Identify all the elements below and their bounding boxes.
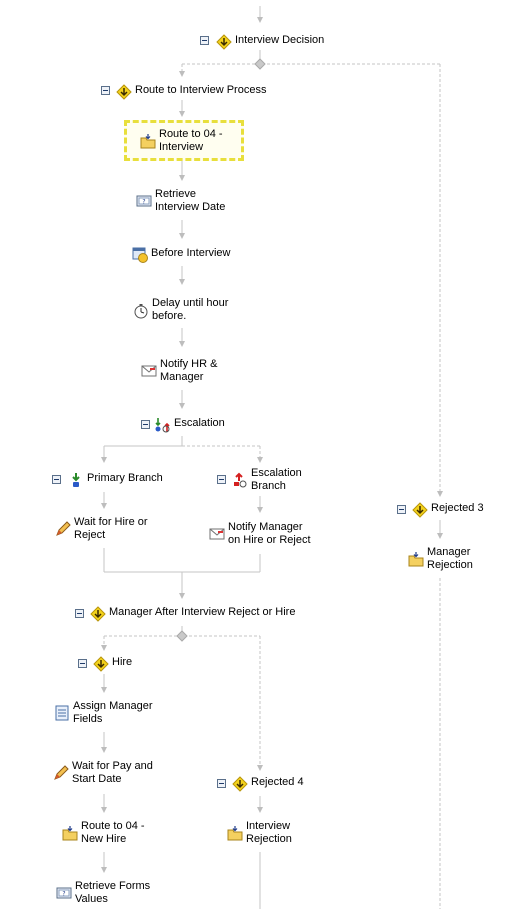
node-label: Route to Interview Process [135,84,267,96]
node-label: Assign Manager Fields [73,700,153,725]
folder-route-icon [227,826,243,841]
decision-icon [216,34,232,50]
node-label: Escalation Branch [251,467,302,492]
email-icon [209,528,225,540]
node-label: Rejected 3 [431,502,484,514]
wait-for-pay-node[interactable]: Wait for Pay and Start Date [53,760,153,786]
route-to-04-new-hire-node[interactable]: Route to 04 - New Hire [62,820,145,846]
collapse-toggle[interactable] [397,505,406,514]
node-label: Primary Branch [87,472,163,484]
node-label: Interview Rejection [246,820,292,845]
node-label: Retrieve Interview Date [155,188,226,213]
node-label: Delay until hour before. [152,297,229,322]
form-fields-icon [55,705,69,721]
pencil-icon [54,765,69,780]
stopwatch-icon [134,304,148,319]
node-label: Before Interview [151,247,231,259]
decision-icon [232,776,248,792]
collapse-toggle[interactable] [141,420,150,429]
collapse-toggle[interactable] [78,659,87,668]
rejected-3-node[interactable]: Rejected 3 [412,502,484,518]
svg-text:?: ? [142,199,145,206]
decision-icon [93,656,109,672]
node-label: Manager After Interview Reject or Hire [109,606,296,618]
collapse-toggle[interactable] [101,86,110,95]
svg-text:?: ? [62,891,65,898]
pencil-icon [56,521,71,536]
escalation-branch-icon [234,472,247,488]
decision-icon [412,502,428,518]
node-label: Wait for Hire or Reject [74,516,148,541]
collapse-toggle[interactable] [217,779,226,788]
collapse-toggle[interactable] [217,475,226,484]
interview-rejection-node[interactable]: Interview Rejection [227,820,292,846]
retrieve-forms-values-node[interactable]: ? Retrieve Forms Values [56,880,150,906]
decision-icon [116,84,132,100]
node-label: Route to 04 - New Hire [81,820,145,845]
before-interview-node[interactable]: Before Interview [132,247,230,263]
rejected-4-node[interactable]: Rejected 4 [232,776,304,792]
escalation-node[interactable]: Escalation [155,417,225,433]
calendar-event-icon [132,247,148,263]
route-to-interview-process-node[interactable]: Route to Interview Process [116,84,266,100]
primary-branch-node[interactable]: Primary Branch [68,472,163,488]
collapse-toggle[interactable] [75,609,84,618]
email-icon [141,365,157,377]
retrieve-interview-date-node[interactable]: ? Retrieve Interview Date [136,188,225,214]
escalation-icon [155,418,170,433]
node-label: Notify Manager on Hire or Reject [228,521,311,546]
manager-after-interview-node[interactable]: Manager After Interview Reject or Hire [90,606,295,622]
interview-decision-node[interactable]: Interview Decision [216,34,324,50]
notify-manager-on-hire-node[interactable]: Notify Manager on Hire or Reject [209,521,311,547]
node-label: Rejected 4 [251,776,304,788]
notify-hr-manager-node[interactable]: Notify HR & Manager [141,358,217,384]
manager-rejection-node[interactable]: Manager Rejection [408,546,473,572]
node-label: Route to 04 - Interview [159,128,223,153]
form-retrieve-icon: ? [56,887,72,899]
folder-route-icon [62,826,78,841]
node-label: Escalation [174,417,225,429]
node-label: Notify HR & Manager [160,358,218,383]
delay-until-hour-node[interactable]: Delay until hour before. [133,297,228,323]
collapse-toggle[interactable] [52,475,61,484]
node-label: Interview Decision [235,34,325,46]
node-label: Retrieve Forms Values [75,880,151,905]
escalation-branch-node[interactable]: Escalation Branch [232,467,302,493]
primary-branch-icon [72,473,80,487]
hire-node[interactable]: Hire [93,656,132,672]
node-label: Manager Rejection [427,546,473,571]
decision-icon [90,606,106,622]
node-label: Hire [112,656,133,668]
wait-for-hire-or-reject-node[interactable]: Wait for Hire or Reject [55,516,148,542]
route-to-04-interview-node[interactable]: Route to 04 - Interview [140,128,223,154]
collapse-toggle[interactable] [200,36,209,45]
assign-manager-fields-node[interactable]: Assign Manager Fields [54,700,153,726]
folder-route-icon [140,134,156,149]
node-label: Wait for Pay and Start Date [72,760,153,785]
form-retrieve-icon: ? [136,195,152,207]
folder-route-icon [408,552,424,567]
